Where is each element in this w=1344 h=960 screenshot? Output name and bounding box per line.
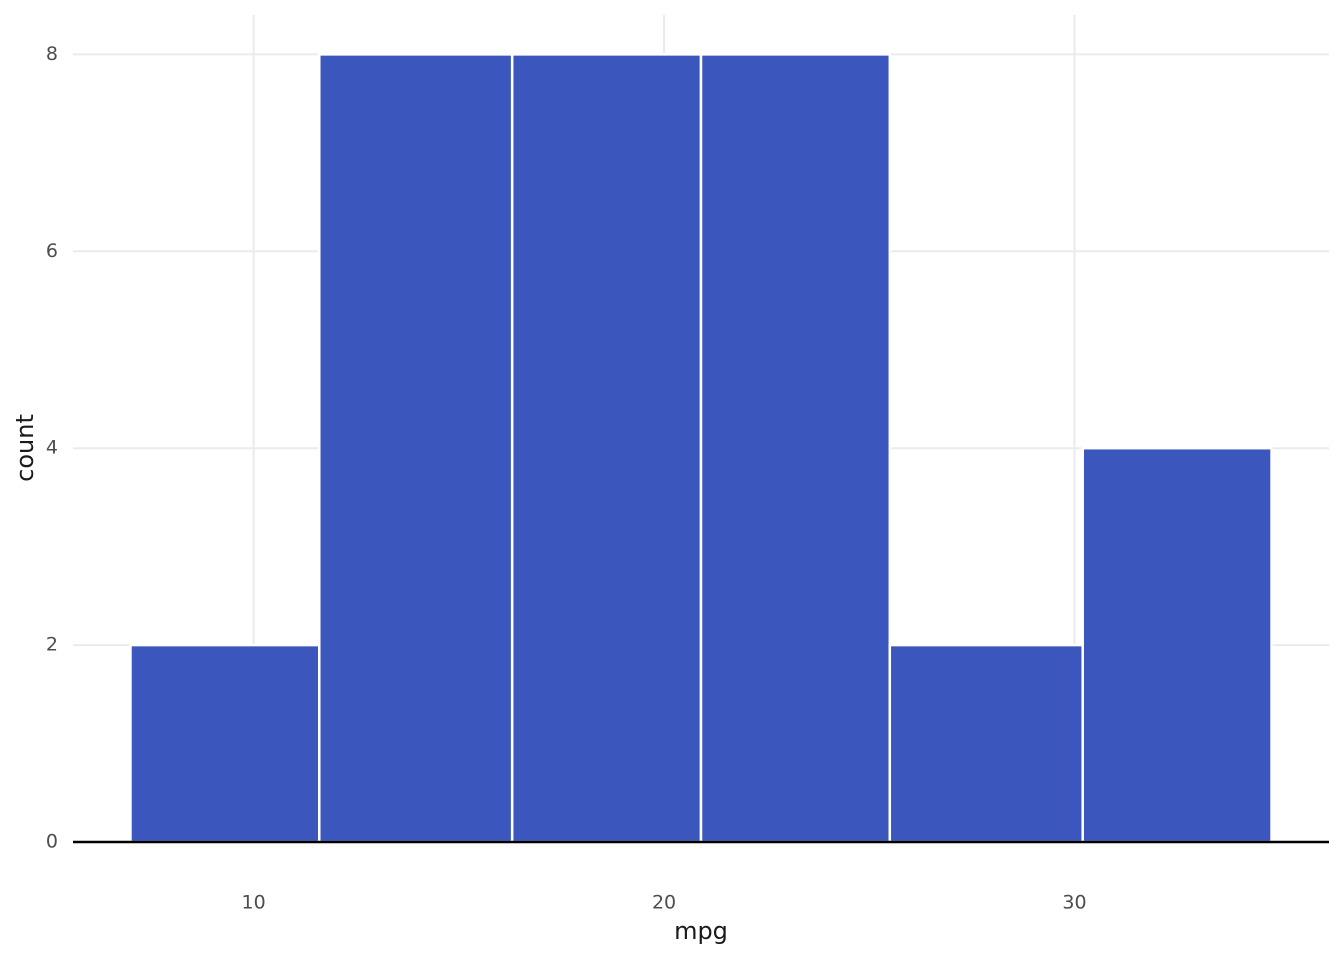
x-axis-title: mpg [674, 917, 728, 945]
bar [318, 53, 514, 844]
bar [129, 643, 321, 844]
y-tick-label: 6 [46, 240, 58, 262]
bar [1081, 446, 1273, 844]
x-tick-label: 10 [242, 892, 266, 914]
y-tick-label: 8 [46, 43, 58, 65]
x-tick-label: 30 [1062, 892, 1086, 914]
bar [699, 53, 892, 844]
bar [510, 53, 703, 844]
x-tick-label: 20 [652, 892, 676, 914]
y-tick-label: 2 [46, 634, 58, 656]
bar [888, 643, 1084, 844]
y-tick-label: 0 [46, 831, 58, 853]
y-tick-label: 4 [46, 437, 58, 459]
y-axis-title: count [11, 414, 39, 482]
